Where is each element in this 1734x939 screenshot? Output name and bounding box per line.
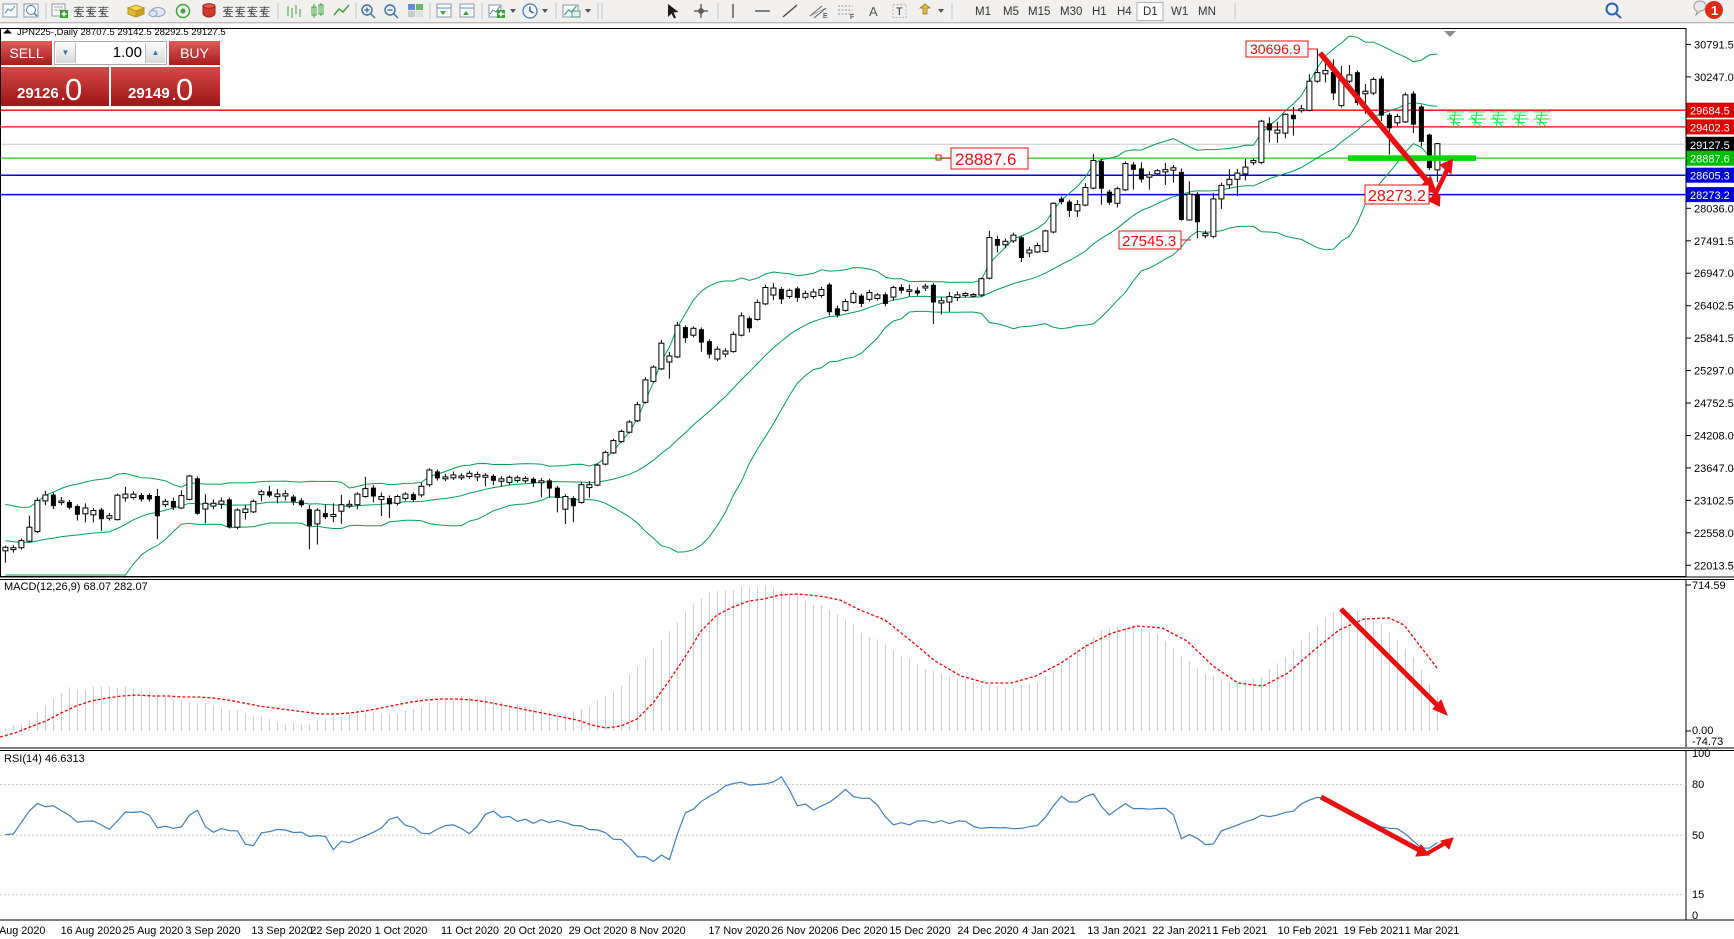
svg-text:8 Nov 2020: 8 Nov 2020 xyxy=(630,925,685,937)
svg-text:15: 15 xyxy=(1692,889,1704,901)
svg-text:D1: D1 xyxy=(1143,6,1158,18)
svg-text:19 Feb 2021: 19 Feb 2021 xyxy=(1344,925,1405,937)
svg-text:30247.0: 30247.0 xyxy=(1694,72,1734,84)
svg-text:T: T xyxy=(896,6,903,18)
svg-text:M15: M15 xyxy=(1028,6,1050,18)
svg-text:16 Aug 2020: 16 Aug 2020 xyxy=(61,925,122,937)
svg-text:20 Oct 2020: 20 Oct 2020 xyxy=(504,925,563,937)
svg-text:15 Dec 2020: 15 Dec 2020 xyxy=(889,925,950,937)
svg-text:25841.5: 25841.5 xyxy=(1694,333,1734,345)
svg-text:23647.0: 23647.0 xyxy=(1694,463,1734,475)
svg-text:100: 100 xyxy=(1692,748,1710,760)
svg-text:26402.5: 26402.5 xyxy=(1694,301,1734,313)
svg-text:50: 50 xyxy=(1692,830,1704,842)
svg-text:22013.5: 22013.5 xyxy=(1694,560,1734,572)
svg-text:H1: H1 xyxy=(1092,6,1107,18)
svg-text:1 Mar 2021: 1 Mar 2021 xyxy=(1405,925,1460,937)
svg-text:17 Nov 2020: 17 Nov 2020 xyxy=(708,925,769,937)
svg-text:28273.2: 28273.2 xyxy=(1368,188,1426,205)
svg-text:M30: M30 xyxy=(1060,6,1082,18)
svg-text:29127.5: 29127.5 xyxy=(1690,140,1730,152)
svg-text:1: 1 xyxy=(1711,3,1718,18)
svg-text:24 Dec 2020: 24 Dec 2020 xyxy=(957,925,1018,937)
svg-text:4 Jan 2021: 4 Jan 2021 xyxy=(1022,925,1075,937)
svg-text:28036.0: 28036.0 xyxy=(1694,203,1734,215)
svg-text:24752.5: 24752.5 xyxy=(1694,398,1734,410)
svg-text:A: A xyxy=(869,4,878,19)
svg-text:0.00: 0.00 xyxy=(1692,725,1713,737)
svg-text:28887.6: 28887.6 xyxy=(955,150,1016,169)
svg-text:11 Oct 2020: 11 Oct 2020 xyxy=(441,925,499,937)
svg-text:80: 80 xyxy=(1692,779,1704,791)
svg-text:10 Feb 2021: 10 Feb 2021 xyxy=(1278,925,1339,937)
svg-text:-74.73: -74.73 xyxy=(1692,736,1723,748)
svg-text:24208.0: 24208.0 xyxy=(1694,431,1734,443)
svg-text:13 Sep 2020: 13 Sep 2020 xyxy=(251,925,312,937)
svg-text:29402.3: 29402.3 xyxy=(1690,122,1730,134)
svg-text:27545.3: 27545.3 xyxy=(1122,233,1176,250)
svg-text:3 Sep 2020: 3 Sep 2020 xyxy=(185,925,240,937)
svg-text:1 Feb 2021: 1 Feb 2021 xyxy=(1213,925,1268,937)
svg-text:28887.6: 28887.6 xyxy=(1690,154,1730,166)
svg-text:22 Sep 2020: 22 Sep 2020 xyxy=(310,925,371,937)
svg-text:6 Dec 2020: 6 Dec 2020 xyxy=(832,925,887,937)
svg-text:H4: H4 xyxy=(1117,6,1132,18)
svg-text:28605.3: 28605.3 xyxy=(1690,171,1730,183)
svg-text:1 Oct 2020: 1 Oct 2020 xyxy=(375,925,428,937)
svg-text:13 Jan 2021: 13 Jan 2021 xyxy=(1087,925,1146,937)
svg-text:F: F xyxy=(850,14,854,21)
svg-text:JPN225-,Daily 28707.5 29142.5: JPN225-,Daily 28707.5 29142.5 28292.5 29… xyxy=(17,27,226,38)
svg-text:MACD(12,26,9) 68.07 282.07: MACD(12,26,9) 68.07 282.07 xyxy=(4,581,148,593)
svg-text:M1: M1 xyxy=(975,6,991,18)
svg-text:30791.5: 30791.5 xyxy=(1694,39,1734,51)
svg-text:W1: W1 xyxy=(1171,6,1188,18)
svg-text:6 Aug 2020: 6 Aug 2020 xyxy=(0,925,45,937)
svg-text:M5: M5 xyxy=(1003,6,1019,18)
svg-text:22 Jan 2021: 22 Jan 2021 xyxy=(1152,925,1211,937)
svg-text:29684.5: 29684.5 xyxy=(1690,106,1730,118)
svg-text:28273.2: 28273.2 xyxy=(1690,190,1730,202)
svg-text:27491.5: 27491.5 xyxy=(1694,236,1734,248)
svg-text:23102.5: 23102.5 xyxy=(1694,495,1734,507)
svg-text:RSI(14) 46.6313: RSI(14) 46.6313 xyxy=(4,753,85,765)
svg-text:25297.0: 25297.0 xyxy=(1694,366,1734,378)
svg-text:MN: MN xyxy=(1198,6,1216,18)
svg-text:26 Nov 2020: 26 Nov 2020 xyxy=(771,925,832,937)
svg-text:714.59: 714.59 xyxy=(1692,580,1726,592)
svg-text:29 Oct 2020: 29 Oct 2020 xyxy=(569,925,628,937)
svg-text:0: 0 xyxy=(1692,910,1698,922)
svg-text:26947.0: 26947.0 xyxy=(1694,268,1734,280)
svg-text:25 Aug 2020: 25 Aug 2020 xyxy=(123,925,184,937)
svg-text:E: E xyxy=(823,13,828,20)
svg-text:22558.0: 22558.0 xyxy=(1694,528,1734,540)
svg-text:30696.9: 30696.9 xyxy=(1250,41,1301,57)
